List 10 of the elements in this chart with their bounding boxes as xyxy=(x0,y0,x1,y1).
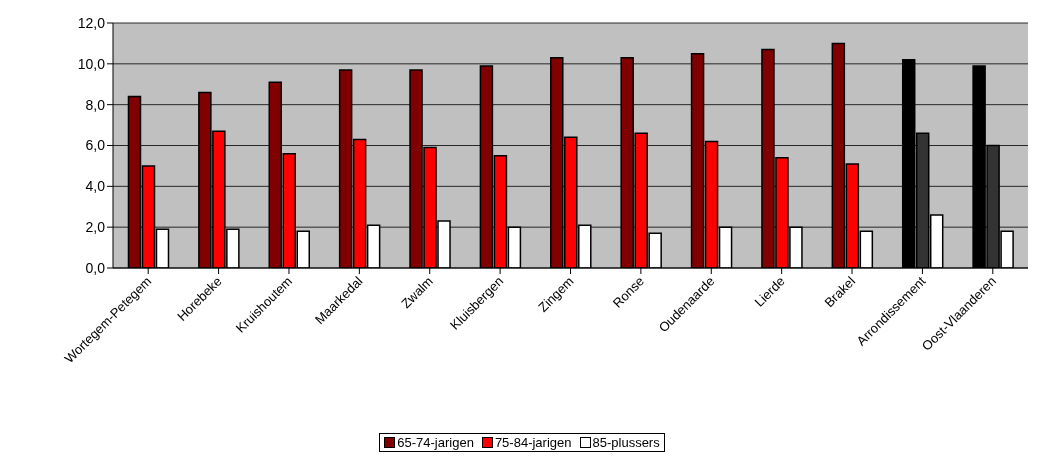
legend-label: 85-plussers xyxy=(591,435,660,450)
y-tick-label: 8,0 xyxy=(85,96,106,113)
legend-label: 65-74-jarigen xyxy=(396,435,474,450)
y-tick-label: 6,0 xyxy=(85,137,106,154)
y-tick-label: 12,0 xyxy=(77,14,106,31)
y-tick-label: 4,0 xyxy=(85,178,106,195)
y-tick-label: 10,0 xyxy=(77,55,106,72)
y-tick-label: 0,0 xyxy=(85,259,106,276)
y-tick-label: 2,0 xyxy=(85,219,106,236)
legend-label: 75-84-jarigen xyxy=(493,435,572,450)
